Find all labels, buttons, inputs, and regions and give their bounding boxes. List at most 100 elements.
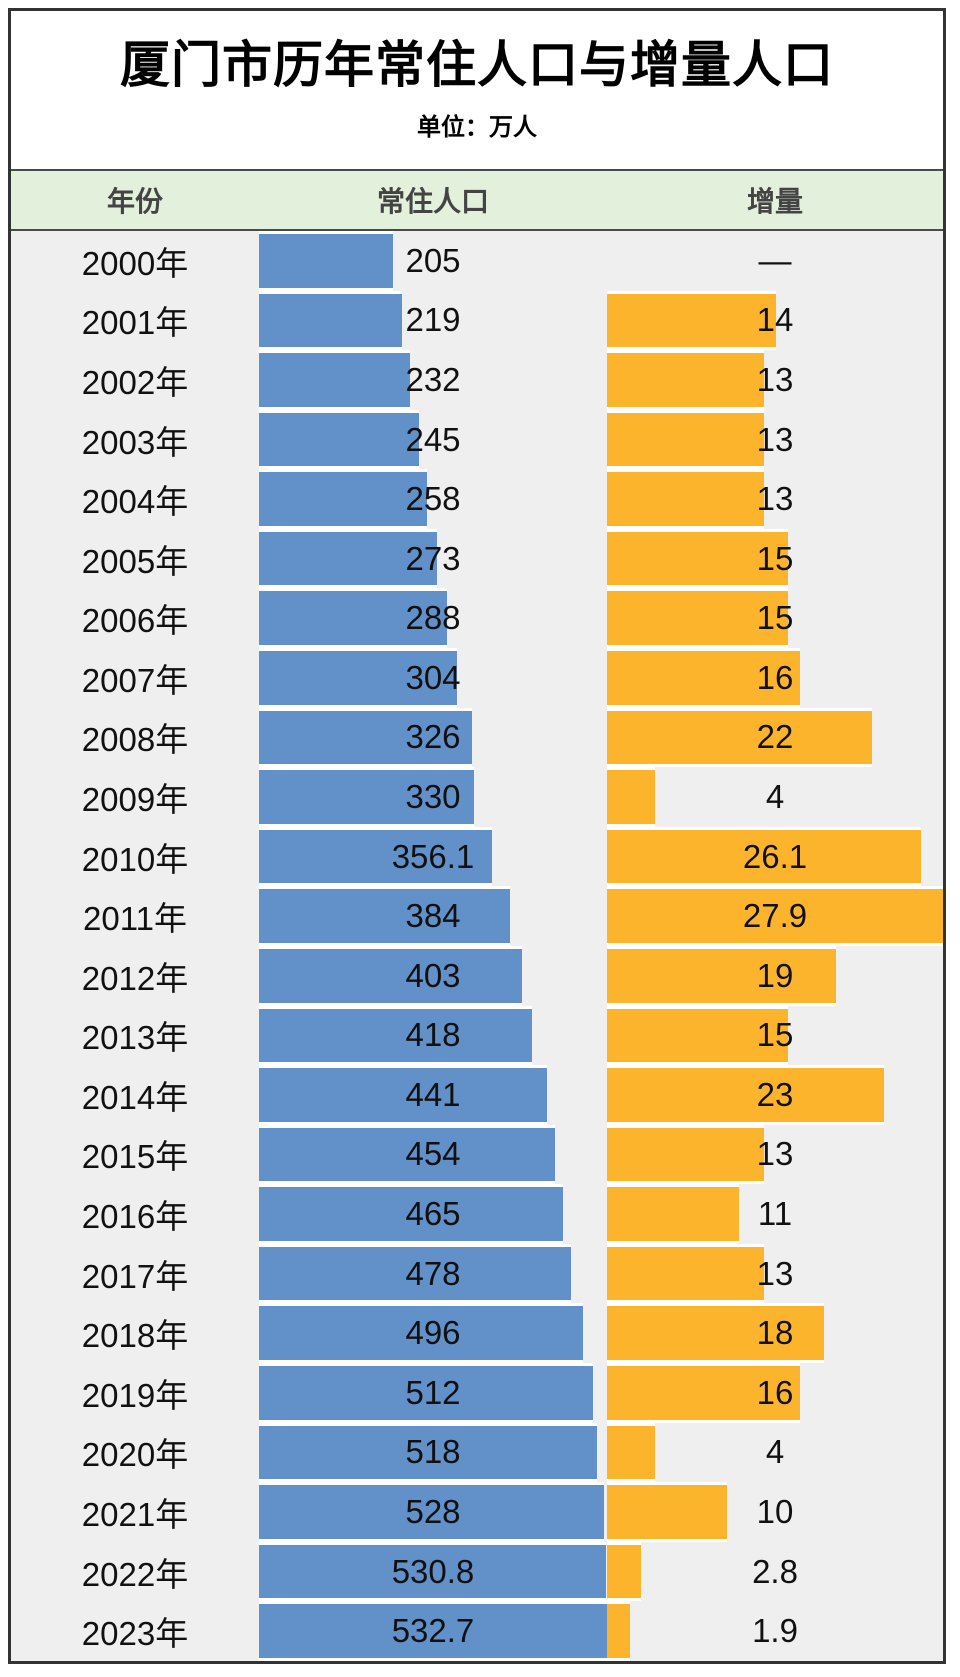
population-cell: 304 (259, 648, 607, 708)
population-bar (259, 767, 475, 827)
table-row: 2009年 330 4 (11, 767, 943, 827)
increment-value: 11 (757, 1195, 793, 1233)
increment-bar (607, 528, 788, 589)
population-bar (259, 1482, 604, 1542)
increment-value: 10 (756, 1492, 794, 1530)
increment-bar (607, 290, 776, 351)
increment-cell: 13 (607, 409, 943, 470)
population-value: 205 (405, 241, 461, 279)
table-row: 2018年 496 18 (11, 1303, 943, 1363)
increment-value: 15 (756, 599, 794, 637)
increment-cell: 16 (607, 1362, 943, 1423)
population-value: 441 (405, 1075, 461, 1113)
increment-value: 19 (756, 956, 794, 994)
increment-bar (607, 1362, 800, 1423)
year-label: 2001年 (81, 304, 189, 342)
population-cell: 454 (259, 1124, 607, 1185)
table-row: 2019年 512 16 (11, 1362, 943, 1423)
population-bar (259, 1184, 563, 1244)
population-value: 326 (405, 718, 461, 756)
increment-cell: 13 (607, 1243, 943, 1304)
table-row: 2008年 326 22 (11, 707, 943, 768)
population-cell: 403 (259, 945, 607, 1006)
table-row: 2003年 245 13 (11, 409, 943, 470)
increment-cell: 22 (607, 707, 943, 768)
increment-value: 15 (756, 539, 794, 577)
year-label: 2000年 (81, 244, 189, 282)
population-cell: 288 (259, 588, 607, 649)
population-cell: 528 (259, 1482, 607, 1542)
population-bar (259, 350, 411, 410)
year-label: 2006年 (81, 602, 189, 640)
increment-cell: 16 (607, 648, 943, 708)
increment-value: 13 (756, 480, 794, 518)
population-value: 496 (405, 1314, 461, 1352)
table-row: 2021年 528 10 (11, 1482, 943, 1542)
increment-bar (607, 1482, 728, 1542)
population-bar (259, 1362, 594, 1423)
column-header-year: 年份 (106, 186, 163, 217)
increment-cell: 23 (607, 1065, 943, 1125)
population-cell: 418 (259, 1005, 607, 1066)
population-bar (259, 1541, 606, 1602)
increment-bar (607, 1541, 641, 1602)
population-bar (259, 1422, 598, 1483)
increment-cell: 1.9 (607, 1601, 943, 1661)
increment-value: 13 (756, 420, 794, 458)
table-row: 2000年 205 — (11, 231, 943, 291)
population-value: 465 (405, 1195, 461, 1233)
column-header-population: 常住人口 (376, 186, 489, 217)
population-value: 356.1 (391, 837, 475, 875)
population-value: 232 (405, 360, 461, 398)
increment-bar (607, 767, 656, 827)
population-cell: 384 (259, 886, 607, 946)
increment-bar (607, 469, 764, 529)
population-bar (259, 826, 492, 887)
increment-value: 22 (756, 718, 794, 756)
population-value: 258 (405, 480, 461, 518)
population-cell: 512 (259, 1362, 607, 1423)
chart-subtitle: 单位：万人 (417, 114, 537, 141)
population-cell: 518 (259, 1422, 607, 1483)
population-value: 418 (405, 1016, 461, 1054)
population-cell: 258 (259, 469, 607, 529)
population-cell: 205 (259, 231, 607, 291)
population-bar (259, 231, 393, 291)
population-bar (259, 469, 428, 529)
population-bar (259, 1124, 556, 1185)
population-value: 454 (405, 1135, 461, 1173)
year-label: 2016年 (81, 1198, 189, 1236)
increment-bar (607, 588, 788, 649)
population-bar (259, 528, 438, 589)
population-value: 530.8 (391, 1552, 475, 1590)
increment-bar (607, 886, 943, 946)
table-row: 2015年 454 13 (11, 1124, 943, 1185)
increment-cell: 19 (607, 945, 943, 1006)
population-value: 288 (405, 599, 461, 637)
year-label: 2017年 (81, 1257, 189, 1295)
population-cell: 530.8 (259, 1541, 607, 1602)
year-label: 2015年 (81, 1138, 189, 1176)
population-value: 219 (405, 301, 461, 339)
population-cell: 232 (259, 350, 607, 410)
year-label: 2011年 (83, 900, 187, 938)
increment-value: 1.9 (752, 1612, 798, 1650)
population-value: 403 (405, 956, 461, 994)
increment-value: 16 (756, 1373, 794, 1411)
population-cell: 273 (259, 528, 607, 589)
population-bar (259, 1303, 583, 1363)
increment-bar (607, 1065, 884, 1125)
chart-title: 厦门市历年常住人口与增量人口 (120, 37, 834, 93)
increment-value: 27.9 (742, 897, 808, 935)
table-row: 2013年 418 15 (11, 1005, 943, 1066)
population-bar (259, 1243, 572, 1304)
table-row: 2005年 273 15 (11, 528, 943, 589)
increment-value: 16 (756, 658, 794, 696)
increment-bar (607, 1601, 630, 1661)
increment-bar (607, 945, 836, 1006)
population-bar (259, 648, 458, 708)
year-label: 2018年 (81, 1317, 189, 1355)
year-label: 2023年 (81, 1615, 189, 1653)
table-row: 2004年 258 13 (11, 469, 943, 529)
increment-bar (607, 1124, 764, 1185)
